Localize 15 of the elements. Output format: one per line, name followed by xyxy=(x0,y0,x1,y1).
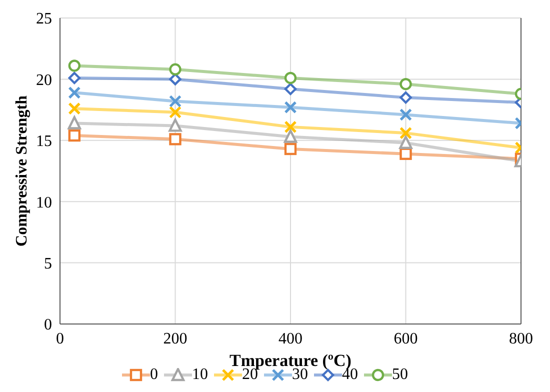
y-axis-title: Compressive Strength xyxy=(14,95,30,246)
x-tick-label: 200 xyxy=(163,330,188,348)
legend-label: 10 xyxy=(192,366,208,384)
x-tick-label: 800 xyxy=(509,330,533,348)
y-tick-label: 15 xyxy=(36,133,52,150)
y-tick-label: 0 xyxy=(44,316,52,334)
y-tick-label: 10 xyxy=(36,194,52,212)
x-tick-label: 0 xyxy=(56,330,64,348)
y-tick-label: 20 xyxy=(36,72,52,89)
legend-label: 50 xyxy=(392,366,408,384)
y-tick-label: 25 xyxy=(36,10,52,28)
x-tick-label: 600 xyxy=(394,330,418,348)
legend-label: 0 xyxy=(150,366,158,384)
y-tick-label: 5 xyxy=(44,255,52,272)
x-tick-label: 400 xyxy=(278,330,302,348)
